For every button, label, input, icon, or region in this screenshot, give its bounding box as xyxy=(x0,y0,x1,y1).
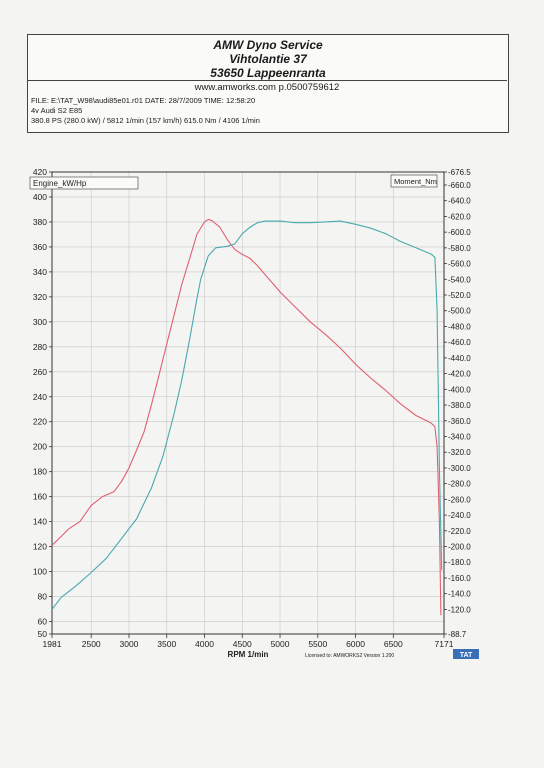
right-tick-label: -140.0 xyxy=(448,590,471,599)
left-tick-label: 380 xyxy=(33,217,47,227)
x-tick-label: 3000 xyxy=(120,639,139,649)
tat-logo xyxy=(453,649,479,659)
left-tick-label: 180 xyxy=(33,467,47,477)
left-tick-label: 400 xyxy=(33,192,47,202)
torque-curve xyxy=(51,220,443,610)
peak-values: 380.8 PS (280.0 kW) / 5812 1/min (157 km… xyxy=(31,116,260,125)
right-tick-label: -580.0 xyxy=(448,244,471,253)
right-tick-label: -88.7 xyxy=(448,630,467,639)
right-tick-label: -360.0 xyxy=(448,417,471,426)
x-axis-label: RPM 1/min xyxy=(228,650,269,659)
left-tick-label: 320 xyxy=(33,292,47,302)
vehicle-info: 4v Audi S2 E85 xyxy=(31,106,83,115)
left-tick-label: 80 xyxy=(38,592,48,602)
left-axis-label: Engine_kW/Hp xyxy=(33,179,87,188)
right-tick-label: -320.0 xyxy=(448,448,471,457)
x-tick-label: 5000 xyxy=(271,639,290,649)
series-lines xyxy=(51,218,443,616)
right-tick-label: -120.0 xyxy=(448,605,471,614)
left-tick-label: 140 xyxy=(33,517,47,527)
power-curve xyxy=(51,218,442,616)
right-tick-label: -520.0 xyxy=(448,291,471,300)
right-tick-label: -160.0 xyxy=(448,574,471,583)
left-tick-label: 60 xyxy=(38,617,48,627)
right-tick-label: -560.0 xyxy=(448,260,471,269)
left-tick-label: 360 xyxy=(33,242,47,252)
right-tick-label: -200.0 xyxy=(448,543,471,552)
right-tick-label: -340.0 xyxy=(448,432,471,441)
x-tick-label: 4000 xyxy=(195,639,214,649)
left-tick-label: 420 xyxy=(33,167,47,177)
header-box: AMW Dyno Service Vihtolantie 37 53650 La… xyxy=(27,34,509,96)
right-tick-label: -180.0 xyxy=(448,558,471,567)
right-tick-label: -676.5 xyxy=(448,168,471,177)
right-axis-label: Moment_Nm xyxy=(394,177,437,186)
right-tick-label: -480.0 xyxy=(448,322,471,331)
shop-name: AMW Dyno Service xyxy=(213,38,323,52)
x-tick-label: 4500 xyxy=(233,639,252,649)
right-tick-label: -420.0 xyxy=(448,370,471,379)
x-tick-label: 6500 xyxy=(384,639,403,649)
right-tick-label: -240.0 xyxy=(448,511,471,520)
left-tick-label: 100 xyxy=(33,567,47,577)
left-tick-label: 120 xyxy=(33,542,47,552)
website-line: www.amworks.com p.0500759612 xyxy=(27,80,507,94)
file-info: FILE: E:\TAT_W98\audi85e01.r01 DATE: 28/… xyxy=(31,96,256,105)
x-axis: 1981 2500 3000 3500 4000 4500 5000 5500 6000 6500… xyxy=(43,634,454,649)
right-tick-label: -380.0 xyxy=(448,401,471,410)
right-tick-label: -540.0 xyxy=(448,275,471,284)
left-tick-label: 280 xyxy=(33,342,47,352)
left-tick-label: 50 xyxy=(38,629,48,639)
x-tick-label: 2500 xyxy=(82,639,101,649)
right-tick-label: -260.0 xyxy=(448,495,471,504)
right-tick-label: -640.0 xyxy=(448,197,471,206)
right-tick-label: -620.0 xyxy=(448,212,471,221)
x-tick-label: 3500 xyxy=(157,639,176,649)
right-tick-label: -660.0 xyxy=(448,181,471,190)
left-tick-label: 220 xyxy=(33,417,47,427)
right-tick-label: -460.0 xyxy=(448,338,471,347)
left-tick-label: 160 xyxy=(33,492,47,502)
right-axis: -88.7 -120.0 -140.0 -160.0 -180.0 -200.0 -220.… xyxy=(444,168,471,639)
run-info-box: FILE: E:\TAT_W98\audi85e01.r01 DATE: 28/… xyxy=(27,94,509,133)
grid-lines xyxy=(52,172,444,634)
left-tick-label: 300 xyxy=(33,317,47,327)
right-tick-label: -600.0 xyxy=(448,228,471,237)
right-tick-label: -220.0 xyxy=(448,527,471,536)
tat-logo-text: TAT xyxy=(460,652,473,659)
shop-address: Vihtolantie 37 xyxy=(229,52,307,66)
x-tick-label: 1981 xyxy=(43,639,62,649)
x-tick-label: 7171 xyxy=(435,639,454,649)
left-tick-label: 200 xyxy=(33,442,47,452)
right-tick-label: -440.0 xyxy=(448,354,471,363)
right-axis-label-box xyxy=(390,174,438,188)
x-tick-label: 6000 xyxy=(346,639,365,649)
right-tick-label: -500.0 xyxy=(448,307,471,316)
license-text: Licensed to: AMWORKS2 Version 1.200 xyxy=(305,653,394,659)
left-axis: 50 60 80 100 120 140 160 180 200 220 240 260 280 300 3… xyxy=(33,167,52,639)
left-tick-label: 260 xyxy=(33,367,47,377)
x-tick-label: 5500 xyxy=(308,639,327,649)
left-axis-label-box xyxy=(29,176,139,190)
left-tick-label: 340 xyxy=(33,267,47,277)
right-tick-label: -280.0 xyxy=(448,480,471,489)
left-tick-label: 240 xyxy=(33,392,47,402)
right-tick-label: -300.0 xyxy=(448,464,471,473)
shop-city: 53650 Lappeenranta xyxy=(210,66,326,80)
plot-frame xyxy=(51,171,445,635)
right-tick-label: -400.0 xyxy=(448,385,471,394)
